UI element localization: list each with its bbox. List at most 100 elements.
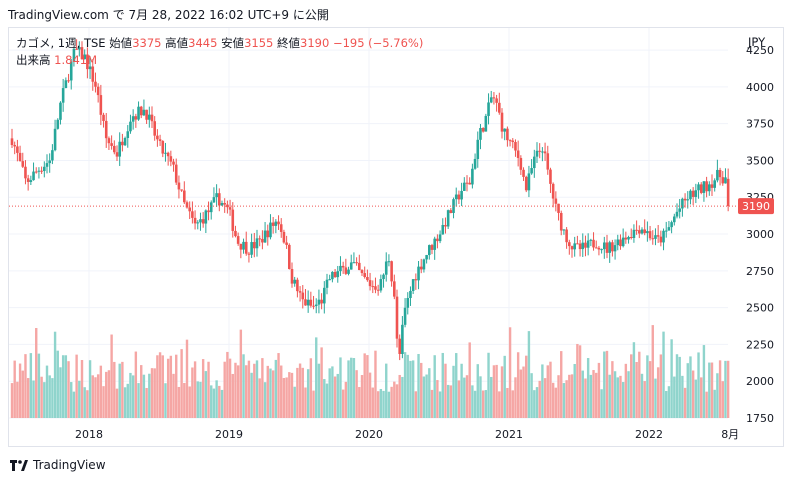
- volume-bar: [293, 386, 296, 418]
- candle-body: [597, 247, 601, 250]
- volume-bar: [638, 351, 641, 418]
- candle-body: [131, 116, 135, 122]
- candle-body: [627, 237, 630, 240]
- volume-bar: [333, 376, 337, 418]
- volume-bar: [296, 367, 299, 418]
- candle-body: [24, 166, 27, 179]
- candle-body: [67, 80, 70, 82]
- candle-body: [37, 170, 41, 172]
- candle-body: [568, 242, 571, 247]
- candle-body: [277, 221, 280, 225]
- volume-bar: [347, 360, 350, 418]
- candle-body: [314, 304, 318, 307]
- candle-body: [166, 152, 170, 157]
- volume-bar: [204, 371, 208, 418]
- candle-body: [414, 279, 418, 281]
- candle-body: [145, 109, 148, 120]
- candle-body: [425, 255, 428, 260]
- volume-bar: [565, 380, 568, 418]
- candle-body: [215, 193, 218, 198]
- candle-body: [576, 243, 579, 245]
- volume-bar: [560, 351, 563, 418]
- volume-bar: [597, 362, 601, 418]
- candle-body: [718, 169, 722, 178]
- volume-bar: [210, 385, 213, 418]
- volume-bar: [266, 365, 269, 418]
- candle-body: [18, 152, 22, 162]
- volume-bar: [86, 390, 89, 418]
- volume-bar: [632, 342, 636, 418]
- volume-bar: [724, 360, 727, 418]
- candle-body: [393, 281, 396, 297]
- candle-body: [191, 211, 194, 218]
- volume-bar: [185, 339, 189, 418]
- volume-bar: [549, 361, 552, 418]
- candle-body: [212, 197, 216, 203]
- candle-body: [183, 190, 186, 203]
- candle-body: [468, 182, 471, 185]
- volume-bar: [118, 363, 121, 418]
- volume-bar: [446, 384, 450, 418]
- volume-bar: [479, 376, 482, 418]
- candle-body: [557, 203, 560, 213]
- footer-brand[interactable]: TradingView: [10, 458, 106, 472]
- candle-body: [279, 224, 283, 232]
- candle-body: [358, 262, 361, 271]
- volume-bar: [630, 354, 633, 418]
- candle-body: [180, 189, 183, 191]
- candle-body: [80, 47, 84, 60]
- volume-bar: [175, 354, 178, 418]
- candle-body: [107, 138, 111, 144]
- candle-body: [304, 299, 307, 306]
- candle-body: [522, 169, 525, 177]
- volume-bar: [312, 390, 315, 418]
- volume-bar: [468, 342, 471, 418]
- candle-body: [603, 242, 606, 250]
- volume-bar: [169, 355, 173, 418]
- volume-bar: [689, 356, 692, 418]
- candle-body: [503, 128, 506, 132]
- volume-bar: [341, 389, 345, 418]
- candle-body: [242, 241, 245, 250]
- candle-body: [721, 177, 725, 184]
- candle-body: [584, 242, 587, 248]
- candle-body: [683, 198, 687, 201]
- candle-body: [479, 128, 482, 140]
- y-tick-label: 2250: [746, 338, 774, 351]
- candle-body: [419, 266, 423, 270]
- candle-body: [530, 168, 533, 174]
- candle-body: [223, 203, 226, 205]
- volume-bar: [533, 390, 536, 418]
- candle-body: [654, 235, 657, 239]
- candle-body: [387, 261, 391, 263]
- volume-bar: [484, 390, 488, 418]
- volume-bar: [255, 360, 259, 418]
- candle-body: [169, 156, 173, 162]
- volume-bar: [148, 373, 151, 418]
- volume-bar: [368, 372, 372, 418]
- candle-body: [411, 279, 415, 291]
- candle-body: [156, 135, 159, 140]
- volume-bar: [508, 327, 512, 418]
- candle-body: [406, 298, 410, 308]
- candle-body: [538, 150, 541, 152]
- candle-body: [726, 178, 730, 207]
- volume-bar: [40, 376, 43, 418]
- volume-bar: [436, 380, 439, 418]
- volume-bar: [113, 361, 116, 418]
- volume-bar: [589, 374, 593, 418]
- candle-body: [681, 198, 684, 209]
- candle-body: [398, 338, 401, 354]
- candle-body: [220, 203, 224, 206]
- volume-bar: [538, 380, 541, 418]
- candle-body: [271, 222, 275, 226]
- volume-bar: [697, 352, 700, 418]
- volume-bar: [541, 364, 544, 418]
- volume-bar: [355, 370, 358, 418]
- volume-bar: [72, 391, 76, 418]
- volume-bar: [600, 389, 603, 418]
- candle-body: [702, 181, 706, 193]
- candle-body: [40, 170, 43, 172]
- candle-body: [293, 279, 296, 284]
